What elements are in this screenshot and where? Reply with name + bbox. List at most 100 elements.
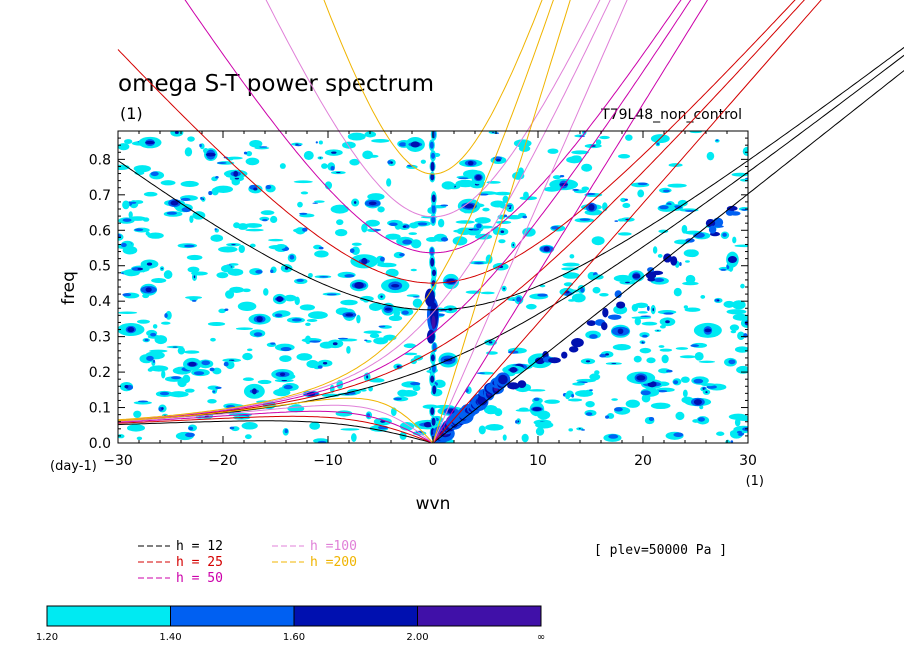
- power-contour: [209, 367, 215, 372]
- axes: −30 −20 −10 0 10 20 30 0.0 0.1 0.2 0.3 0.4 0.5 0.6 0.7…: [89, 131, 757, 469]
- power-contour: [377, 206, 385, 213]
- power-contour: [562, 272, 580, 279]
- power-contour: [270, 215, 278, 223]
- power-contour: [283, 294, 297, 302]
- power-contour: [361, 223, 368, 233]
- power-contour: [152, 324, 158, 329]
- power-contour: [171, 376, 182, 380]
- power-contour: [589, 334, 598, 339]
- power-contour: [430, 407, 435, 415]
- power-contour: [312, 202, 319, 204]
- power-contour: [737, 331, 745, 340]
- power-contour: [385, 268, 399, 278]
- power-contour: [368, 302, 383, 311]
- colorbar-label: 1.40: [159, 632, 181, 643]
- y-tick-label: 0.3: [89, 330, 111, 346]
- power-contour: [364, 339, 368, 342]
- y-tick-label: 0.1: [89, 401, 111, 417]
- power-contour: [585, 360, 591, 363]
- power-contour: [572, 188, 580, 191]
- power-contour: [681, 376, 690, 383]
- power-contour: [659, 325, 666, 329]
- power-contour: [270, 342, 276, 345]
- power-contour: [302, 227, 308, 232]
- power-contour: [658, 345, 665, 348]
- rossby-wave-curve: [117, 404, 434, 444]
- power-contour: [159, 391, 170, 396]
- power-contour: [193, 371, 205, 376]
- power-contour: [124, 139, 133, 145]
- power-contour: [280, 346, 292, 352]
- power-contour: [185, 432, 195, 438]
- power-contour: [420, 159, 426, 164]
- power-contour: [662, 189, 670, 193]
- power-contour: [127, 327, 135, 333]
- legend-label: h = 12: [176, 539, 223, 554]
- power-contour: [214, 228, 217, 231]
- power-contour: [611, 363, 617, 365]
- power-contour: [145, 140, 155, 145]
- power-contour: [673, 287, 682, 297]
- power-contour: [431, 204, 436, 214]
- power-contour: [599, 353, 607, 358]
- power-contour: [233, 170, 239, 177]
- power-contour: [134, 228, 144, 232]
- power-contour: [245, 228, 264, 232]
- power-contour: [205, 152, 216, 157]
- power-contour: [224, 308, 229, 312]
- power-contour: [646, 305, 650, 311]
- power-contour: [455, 179, 476, 188]
- power-contour: [210, 337, 216, 342]
- legend-label: h = 25: [176, 555, 223, 570]
- power-contour: [188, 361, 197, 367]
- power-contour: [566, 156, 583, 164]
- power-contour: [646, 357, 656, 364]
- inertia-gravity-curve: [265, 0, 601, 218]
- power-contour: [212, 367, 222, 375]
- power-contour: [585, 400, 595, 408]
- x-tick-label: 0: [429, 453, 438, 469]
- power-contour: [502, 195, 509, 204]
- power-contour: [726, 205, 738, 211]
- power-contour: [502, 434, 507, 441]
- power-contour: [683, 249, 697, 257]
- power-contour: [657, 254, 663, 258]
- power-contour: [317, 365, 323, 369]
- power-contour: [476, 372, 486, 374]
- power-contour: [675, 411, 685, 421]
- power-contour: [559, 175, 565, 178]
- power-contour: [429, 247, 434, 256]
- power-contour: [512, 243, 514, 247]
- power-contour: [268, 244, 286, 250]
- power-contour: [149, 365, 169, 372]
- power-contour: [291, 318, 302, 322]
- power-contour: [614, 220, 619, 222]
- power-contour: [265, 184, 272, 190]
- power-contour: [612, 344, 631, 351]
- power-contour: [673, 380, 679, 385]
- power-contour: [533, 397, 540, 402]
- power-contour: [180, 197, 191, 202]
- legend-label: h =200: [310, 555, 357, 570]
- x-tick-label: −30: [103, 453, 133, 469]
- power-contour: [637, 189, 645, 198]
- power-contour: [184, 244, 195, 248]
- power-contour: [385, 233, 401, 240]
- power-contour: [351, 246, 360, 255]
- power-contour: [728, 359, 736, 365]
- power-contour: [283, 384, 293, 390]
- power-contour: [410, 268, 417, 272]
- power-contour: [124, 384, 129, 389]
- power-contour: [373, 337, 389, 345]
- power-contour: [118, 311, 138, 314]
- power-contour: [475, 174, 482, 181]
- chart-subtitle-right: T79L48_non_control: [600, 107, 742, 123]
- power-contour: [673, 432, 684, 438]
- power-contour: [126, 424, 146, 432]
- power-contour: [509, 366, 518, 373]
- x-tick-label: 10: [529, 453, 547, 469]
- power-contour: [602, 307, 609, 318]
- rossby-wave-curve: [117, 397, 434, 444]
- power-contour: [625, 281, 630, 284]
